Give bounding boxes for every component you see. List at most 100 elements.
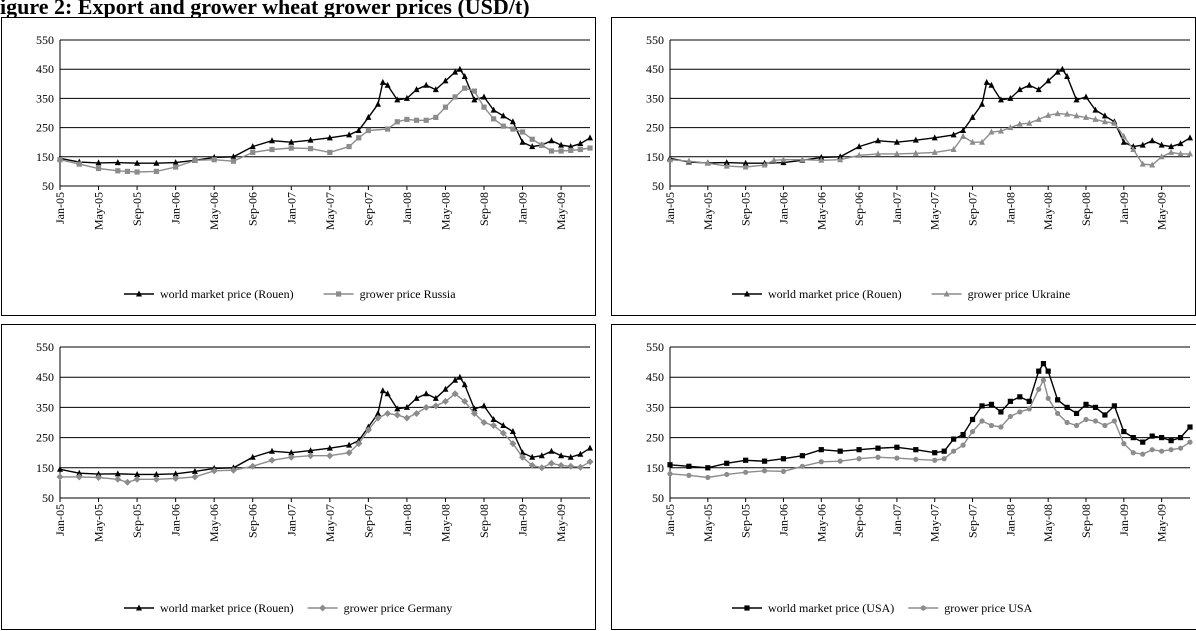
data-point: [1064, 73, 1071, 79]
data-point: [979, 418, 985, 424]
data-point: [1139, 141, 1146, 148]
y-tick-label: 150: [646, 150, 664, 164]
legend-marker: [920, 605, 926, 611]
data-point: [1055, 410, 1061, 417]
data-point: [519, 129, 526, 135]
data-point: [152, 475, 160, 483]
x-tick-label: Sep-07: [966, 504, 980, 538]
x-tick-label: Sep-07: [361, 192, 375, 226]
data-point: [567, 143, 574, 150]
chart-russia: 50 150 250 350 450 550 Jan-05 May-05 Sep-05 Jan-0…: [36, 33, 593, 301]
data-point: [403, 94, 410, 101]
data-point: [1007, 398, 1013, 404]
series-world-price: [57, 373, 593, 477]
legend-entry: grower price Germany: [307, 601, 452, 615]
data-point: [997, 96, 1004, 103]
x-tick-label: Sep-06: [852, 192, 866, 226]
data-point: [950, 146, 957, 152]
y-tick-label: 350: [646, 91, 664, 105]
data-point: [941, 448, 947, 454]
data-point: [356, 135, 362, 141]
data-point: [288, 145, 294, 151]
x-tick-label: Jan-06: [169, 504, 183, 536]
x-tick-label: Jan-09: [1117, 192, 1131, 224]
data-point: [1187, 439, 1193, 445]
x-tick-label: Sep-07: [361, 504, 375, 538]
x-tick-label: Jan-07: [890, 192, 904, 224]
data-point: [433, 114, 439, 120]
data-point: [456, 65, 463, 72]
data-point: [346, 131, 353, 138]
data-point: [780, 468, 787, 475]
x-tick-label: May-06: [814, 504, 828, 542]
legend-entry: grower price Russia: [323, 287, 456, 301]
data-point: [723, 162, 730, 169]
data-point: [818, 156, 825, 163]
y-tick-label: 150: [36, 150, 54, 164]
data-point: [875, 150, 881, 157]
data-point: [743, 457, 749, 463]
data-point: [1073, 422, 1080, 429]
x-tick-label: Jan-07: [284, 192, 298, 224]
series-grower-price: [56, 390, 594, 486]
data-point: [875, 445, 881, 451]
chart-germany: 50 150 250 350 450 550 Jan-05 May-05 Sep-05 Jan-0…: [36, 340, 594, 615]
y-tick-label: 450: [646, 370, 664, 384]
legend-marker: [319, 604, 327, 612]
data-point: [1083, 401, 1089, 407]
data-point: [1168, 438, 1174, 444]
data-point: [1026, 398, 1032, 404]
data-point: [983, 78, 990, 85]
data-point: [470, 409, 478, 417]
data-point: [548, 137, 555, 144]
data-point: [780, 156, 787, 163]
legend-label: world market price (Rouen): [160, 601, 294, 615]
x-tick-label: May-09: [1155, 504, 1169, 542]
data-point: [423, 390, 430, 397]
x-tick-label: Jan-07: [284, 504, 298, 536]
legend-entry: world market price (USA): [732, 601, 894, 615]
series-line: [669, 112, 1190, 168]
data-point: [56, 473, 64, 481]
data-point: [1149, 137, 1156, 144]
data-point: [558, 148, 564, 154]
legend-label: world market price (USA): [768, 601, 894, 615]
data-point: [394, 96, 401, 103]
data-point: [394, 405, 401, 412]
data-point: [960, 127, 967, 134]
x-tick-label: May-05: [701, 504, 715, 542]
data-point: [95, 159, 102, 166]
x-tick-label: Jan-09: [1117, 504, 1131, 536]
data-point: [998, 409, 1004, 415]
data-point: [761, 468, 768, 474]
x-tick-label: Jan-05: [53, 192, 67, 224]
series-line: [59, 376, 591, 476]
y-tick-label: 50: [42, 179, 54, 193]
data-point: [913, 447, 919, 453]
data-point: [1045, 111, 1052, 118]
x-tick-label: Sep-08: [477, 504, 491, 538]
data-point: [519, 449, 526, 456]
data-point: [894, 455, 900, 461]
data-point: [355, 127, 362, 134]
data-point: [134, 159, 141, 166]
data-point: [134, 470, 141, 477]
data-point: [686, 472, 692, 478]
x-tick-label: May-05: [701, 192, 715, 230]
data-point: [539, 142, 545, 148]
data-point: [1168, 143, 1175, 150]
x-tick-label: Sep-07: [966, 192, 980, 226]
data-point: [577, 146, 583, 153]
data-point: [452, 68, 459, 75]
data-point: [1158, 141, 1165, 148]
data-point: [1017, 409, 1023, 415]
data-point: [1111, 403, 1117, 409]
data-point: [115, 168, 121, 174]
data-point: [413, 117, 420, 123]
x-tick-label: Sep-08: [1079, 504, 1093, 538]
data-point: [951, 448, 957, 454]
data-point: [327, 149, 333, 156]
data-point: [1026, 406, 1032, 412]
data-point: [57, 465, 63, 472]
data-point: [346, 143, 352, 150]
